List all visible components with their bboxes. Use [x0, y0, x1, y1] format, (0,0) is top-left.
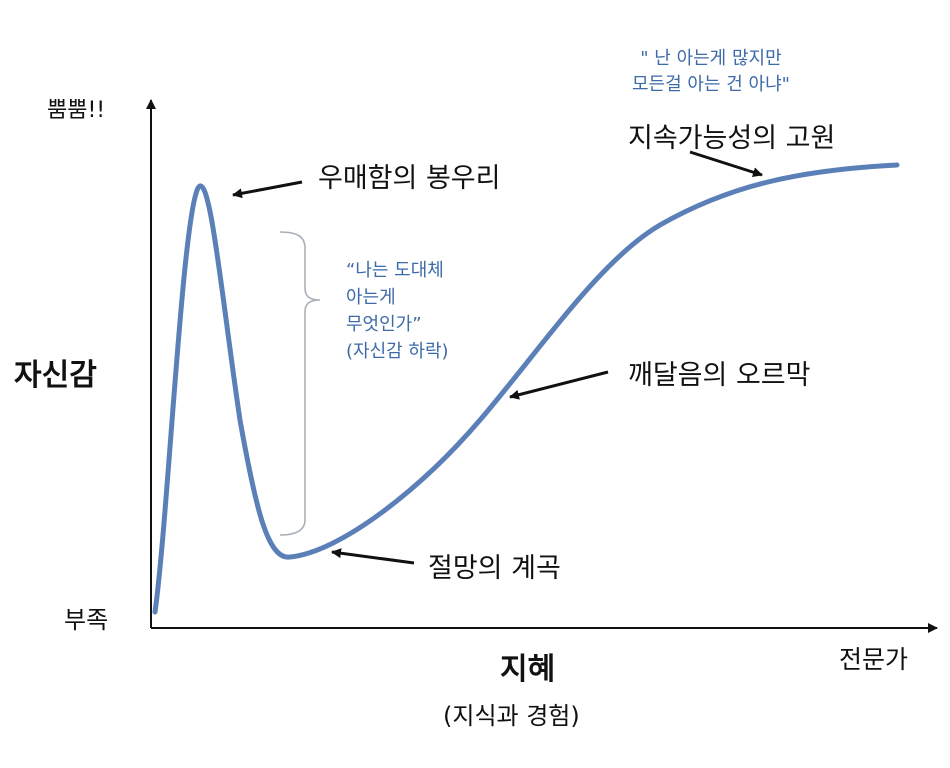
arrow-peak — [232, 180, 303, 199]
y-axis-bottom-label: 부족 — [64, 606, 109, 634]
drop-brace — [279, 231, 321, 536]
quote-drop-line-4: (자신감 하락) — [346, 341, 449, 362]
arrow-slope — [509, 370, 609, 400]
quote-drop-line-3: 무엇인가” — [346, 314, 422, 335]
quote-drop-line-2: 아는게 — [346, 287, 396, 308]
x-axis-right-label: 전문가 — [839, 645, 909, 674]
y-axis-label: 자신감 — [14, 358, 97, 393]
x-axis-sublabel: (지식과 경험) — [443, 702, 580, 730]
quote-drop: “나는 도대체 아는게 무엇인가” (자신감 하락) — [346, 257, 449, 365]
quote-expert-line-1: " 난 아는게 많지만 — [640, 48, 782, 69]
arrow-valley — [331, 548, 415, 565]
annotation-peak: 우매함의 봉우리 — [318, 163, 501, 194]
confidence-curve — [152, 162, 900, 615]
y-axis-top-label: 뿜뿜!! — [47, 98, 106, 123]
x-axis-label: 지혜 — [500, 652, 556, 687]
arrow-plateau — [689, 150, 763, 178]
annotation-plateau: 지속가능성의 고원 — [628, 123, 836, 154]
annotation-valley: 절망의 계곡 — [428, 553, 561, 584]
quote-expert-line-2: 모든걸 아는 건 아냐" — [632, 74, 790, 95]
quote-expert: " 난 아는게 많지만 모든걸 아는 건 아냐" — [632, 46, 790, 98]
quote-drop-line-1: “나는 도대체 — [346, 260, 444, 281]
annotation-slope: 깨달음의 오르막 — [628, 360, 811, 391]
